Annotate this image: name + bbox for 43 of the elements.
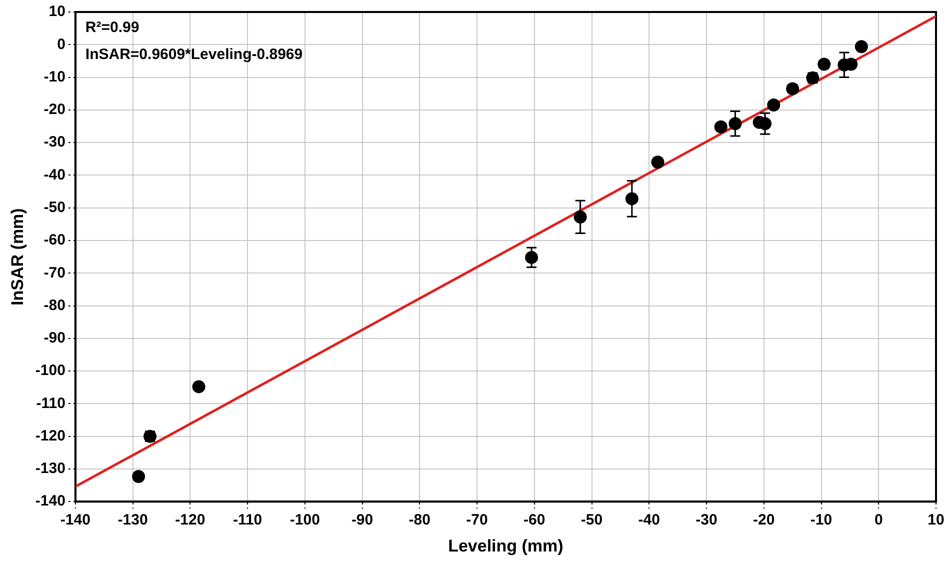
x-tick-label: -40 — [638, 512, 660, 529]
x-tick-label: -70 — [466, 512, 488, 529]
y-tick-label: 10 — [48, 3, 66, 20]
y-axis-title: InSAR (mm) — [8, 208, 27, 306]
x-tick-label: -20 — [753, 512, 775, 529]
y-tick-label: -10 — [44, 68, 66, 86]
x-tick-label: -60 — [524, 512, 546, 529]
y-tick-label: -70 — [44, 264, 66, 282]
point — [767, 98, 780, 112]
x-tick-label: -10 — [810, 512, 832, 529]
y-tick-label: -130 — [35, 460, 66, 478]
x-axis-title: Leveling (mm) — [448, 536, 564, 556]
y-tick-label: -120 — [35, 427, 66, 444]
y-tick-label: -140 — [35, 492, 66, 510]
y-tick-label: -90 — [44, 330, 66, 347]
point — [714, 120, 728, 134]
y-tick-label: -80 — [44, 296, 66, 314]
x-tick-label: -120 — [175, 512, 206, 529]
x-tick-label: 0 — [874, 512, 883, 529]
x-tick-label: -100 — [290, 512, 320, 529]
y-tick-label: -100 — [35, 362, 66, 380]
y-tick-label: -110 — [36, 394, 66, 412]
x-tick-label: -130 — [118, 512, 148, 529]
annotation: InSAR=0.9609*Leveling-0.8969 — [85, 46, 303, 64]
x-tick-label: -80 — [408, 512, 430, 529]
y-tick-label: -30 — [44, 134, 66, 151]
point — [818, 58, 831, 71]
y-tick-label: -20 — [44, 101, 66, 118]
point — [651, 156, 664, 169]
y-tick-label: -40 — [44, 166, 66, 184]
y-tick-label: -50 — [44, 198, 66, 216]
x-tick-label: -110 — [232, 512, 262, 529]
x-tick-label: -30 — [696, 512, 718, 529]
point — [132, 470, 146, 483]
point — [192, 380, 206, 394]
x-tick-label: -140 — [60, 512, 90, 529]
y-tick-label: -60 — [44, 232, 66, 249]
x-tick-label: 10 — [928, 512, 944, 529]
y-tick-label: 0 — [57, 36, 66, 53]
x-tick-label: -50 — [580, 512, 603, 529]
x-tick-label: -90 — [351, 512, 374, 529]
annotation: R²=0.99 — [85, 19, 140, 36]
point — [854, 40, 868, 54]
